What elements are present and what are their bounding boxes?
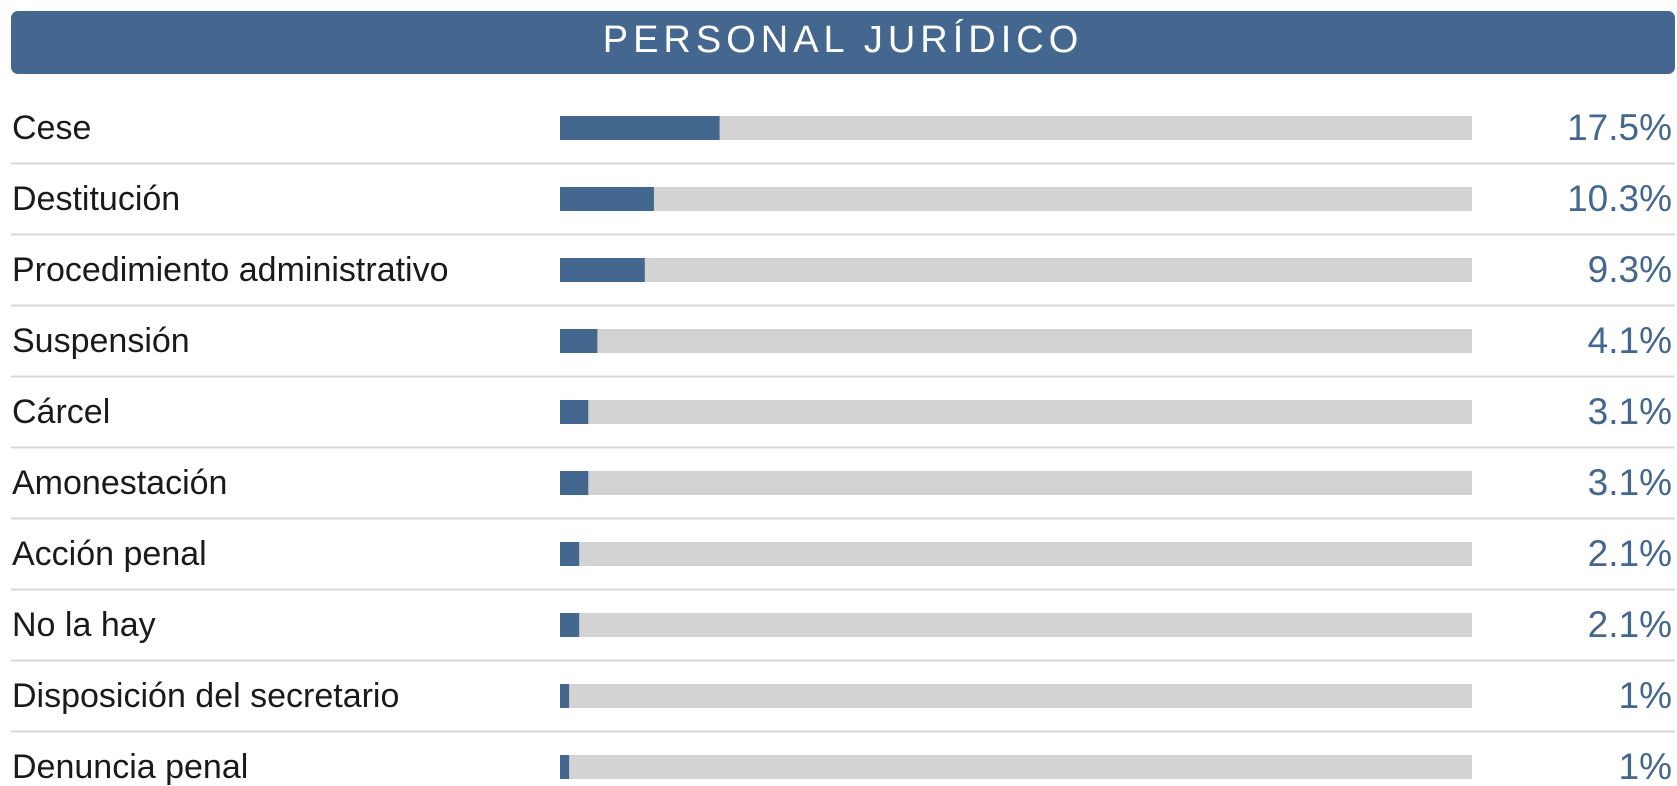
value-label: 17.5% (1567, 107, 1672, 148)
bar (560, 400, 589, 424)
title-banner (11, 11, 1675, 74)
category-label: Cese (12, 109, 91, 147)
bar (560, 116, 720, 140)
bar-track (560, 400, 1472, 424)
category-label: Destitución (12, 180, 180, 218)
bar (560, 471, 589, 495)
value-label: 1% (1619, 746, 1672, 786)
value-label: 2.1% (1588, 533, 1672, 574)
bar (560, 258, 645, 282)
value-label: 3.1% (1588, 462, 1672, 503)
value-label: 9.3% (1588, 249, 1672, 290)
bar (560, 542, 580, 566)
chart-title: PERSONAL JURÍDICO (603, 18, 1084, 61)
category-label: Suspensión (12, 322, 190, 360)
value-label: 2.1% (1588, 604, 1672, 645)
category-label: Amonestación (12, 464, 227, 502)
value-label: 1% (1619, 675, 1672, 716)
category-label: No la hay (12, 606, 156, 644)
value-label: 3.1% (1588, 391, 1672, 432)
category-label: Disposición del secretario (12, 677, 399, 715)
bar-track (560, 684, 1472, 708)
bar (560, 684, 570, 708)
bar-track (560, 258, 1472, 282)
bar (560, 613, 580, 637)
bar-track (560, 471, 1472, 495)
category-label: Cárcel (12, 393, 110, 431)
bar-track (560, 187, 1472, 211)
bar (560, 187, 654, 211)
category-label: Denuncia penal (12, 748, 248, 786)
value-label: 4.1% (1588, 320, 1672, 361)
bar-track (560, 329, 1472, 353)
category-label: Procedimiento administrativo (12, 251, 449, 289)
bar-track (560, 755, 1472, 779)
bar (560, 329, 598, 353)
bar-track (560, 613, 1472, 637)
category-label: Acción penal (12, 535, 207, 573)
bar (560, 755, 570, 779)
bar-track (560, 542, 1472, 566)
value-label: 10.3% (1567, 178, 1672, 219)
